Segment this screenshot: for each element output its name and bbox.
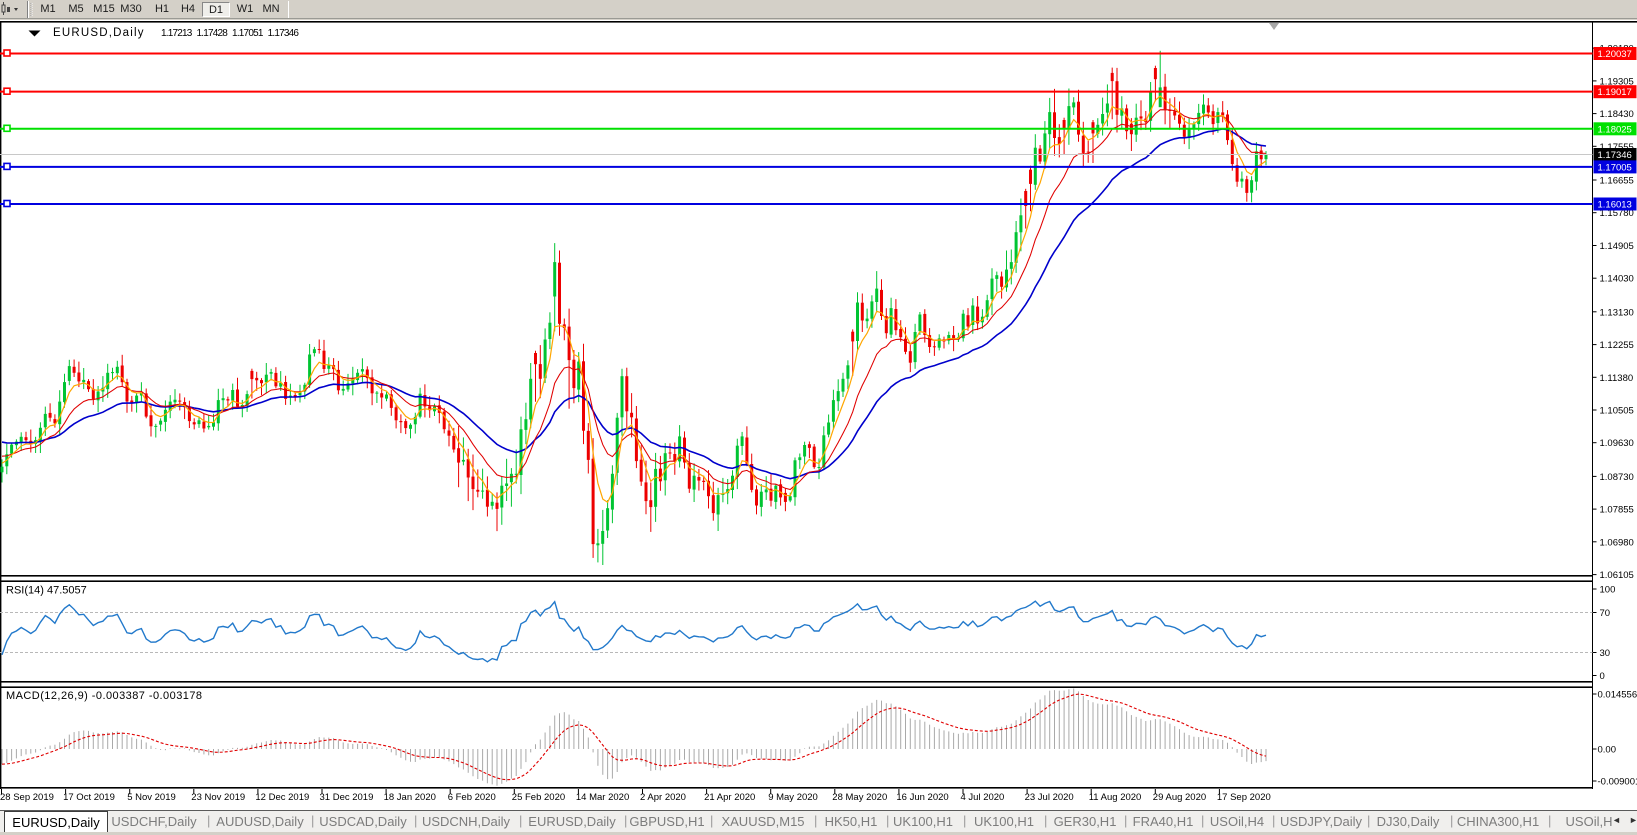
svg-text:29 Aug 2020: 29 Aug 2020 xyxy=(1153,792,1206,803)
svg-text:1.08730: 1.08730 xyxy=(1600,472,1634,483)
svg-text:-0.009001: -0.009001 xyxy=(1598,777,1637,788)
svg-text:MACD(12,26,9) -0.003387 -0.003: MACD(12,26,9) -0.003387 -0.003178 xyxy=(6,690,202,702)
svg-text:12 Dec 2019: 12 Dec 2019 xyxy=(255,792,309,803)
svg-text:1.15780: 1.15780 xyxy=(1600,208,1634,219)
svg-text:EURUSD,Daily: EURUSD,Daily xyxy=(53,27,145,39)
svg-text:1.13130: 1.13130 xyxy=(1600,307,1634,318)
svg-text:1.06105: 1.06105 xyxy=(1600,570,1634,581)
svg-text:1.17346: 1.17346 xyxy=(1598,150,1632,161)
svg-text:0: 0 xyxy=(1600,671,1605,682)
svg-text:23 Jul 2020: 23 Jul 2020 xyxy=(1025,792,1074,803)
svg-text:1.14905: 1.14905 xyxy=(1600,241,1634,252)
svg-text:1.17005: 1.17005 xyxy=(1598,162,1632,173)
svg-text:21 Apr 2020: 21 Apr 2020 xyxy=(704,792,755,803)
svg-text:17 Sep 2020: 17 Sep 2020 xyxy=(1217,792,1271,803)
svg-text:1.19305: 1.19305 xyxy=(1600,76,1634,87)
svg-text:1.06980: 1.06980 xyxy=(1600,537,1634,548)
svg-text:0.014556: 0.014556 xyxy=(1598,690,1637,701)
svg-text:17 Oct 2019: 17 Oct 2019 xyxy=(63,792,115,803)
svg-text:1.18430: 1.18430 xyxy=(1600,109,1634,120)
svg-text:RSI(14) 47.5057: RSI(14) 47.5057 xyxy=(6,585,87,597)
svg-text:4 Jul 2020: 4 Jul 2020 xyxy=(961,792,1005,803)
svg-text:100: 100 xyxy=(1600,585,1616,596)
svg-text:28 May 2020: 28 May 2020 xyxy=(832,792,887,803)
svg-text:18 Jan 2020: 18 Jan 2020 xyxy=(384,792,436,803)
svg-text:0.00: 0.00 xyxy=(1598,745,1617,756)
svg-text:1.10505: 1.10505 xyxy=(1600,406,1634,417)
svg-text:2 Apr 2020: 2 Apr 2020 xyxy=(640,792,686,803)
svg-text:28 Sep 2019: 28 Sep 2019 xyxy=(0,792,54,803)
svg-text:1.17555: 1.17555 xyxy=(1600,142,1634,153)
svg-text:14 Mar 2020: 14 Mar 2020 xyxy=(576,792,629,803)
svg-text:23 Nov 2019: 23 Nov 2019 xyxy=(191,792,245,803)
svg-text:1.19017: 1.19017 xyxy=(1598,87,1632,98)
svg-text:1.12255: 1.12255 xyxy=(1600,340,1634,351)
svg-text:16 Jun 2020: 16 Jun 2020 xyxy=(896,792,948,803)
svg-text:1.20037: 1.20037 xyxy=(1598,49,1632,60)
svg-text:6 Feb 2020: 6 Feb 2020 xyxy=(448,792,496,803)
svg-text:1.18025: 1.18025 xyxy=(1598,124,1632,135)
svg-text:1.07855: 1.07855 xyxy=(1600,505,1634,516)
svg-text:1.09630: 1.09630 xyxy=(1600,438,1634,449)
svg-text:9 May 2020: 9 May 2020 xyxy=(768,792,818,803)
svg-text:1.16013: 1.16013 xyxy=(1598,200,1632,211)
svg-text:25 Feb 2020: 25 Feb 2020 xyxy=(512,792,565,803)
svg-text:1.17213 1.17428 1.17051 1.1734: 1.17213 1.17428 1.17051 1.17346 xyxy=(161,28,299,39)
svg-text:31 Dec 2019: 31 Dec 2019 xyxy=(320,792,374,803)
svg-text:70: 70 xyxy=(1600,608,1611,619)
svg-text:30: 30 xyxy=(1600,648,1611,659)
svg-text:11 Aug 2020: 11 Aug 2020 xyxy=(1089,792,1142,803)
svg-text:5 Nov 2019: 5 Nov 2019 xyxy=(127,792,176,803)
svg-text:1.11380: 1.11380 xyxy=(1600,373,1634,384)
svg-text:1.14030: 1.14030 xyxy=(1600,274,1634,285)
svg-text:1.16655: 1.16655 xyxy=(1600,176,1634,187)
